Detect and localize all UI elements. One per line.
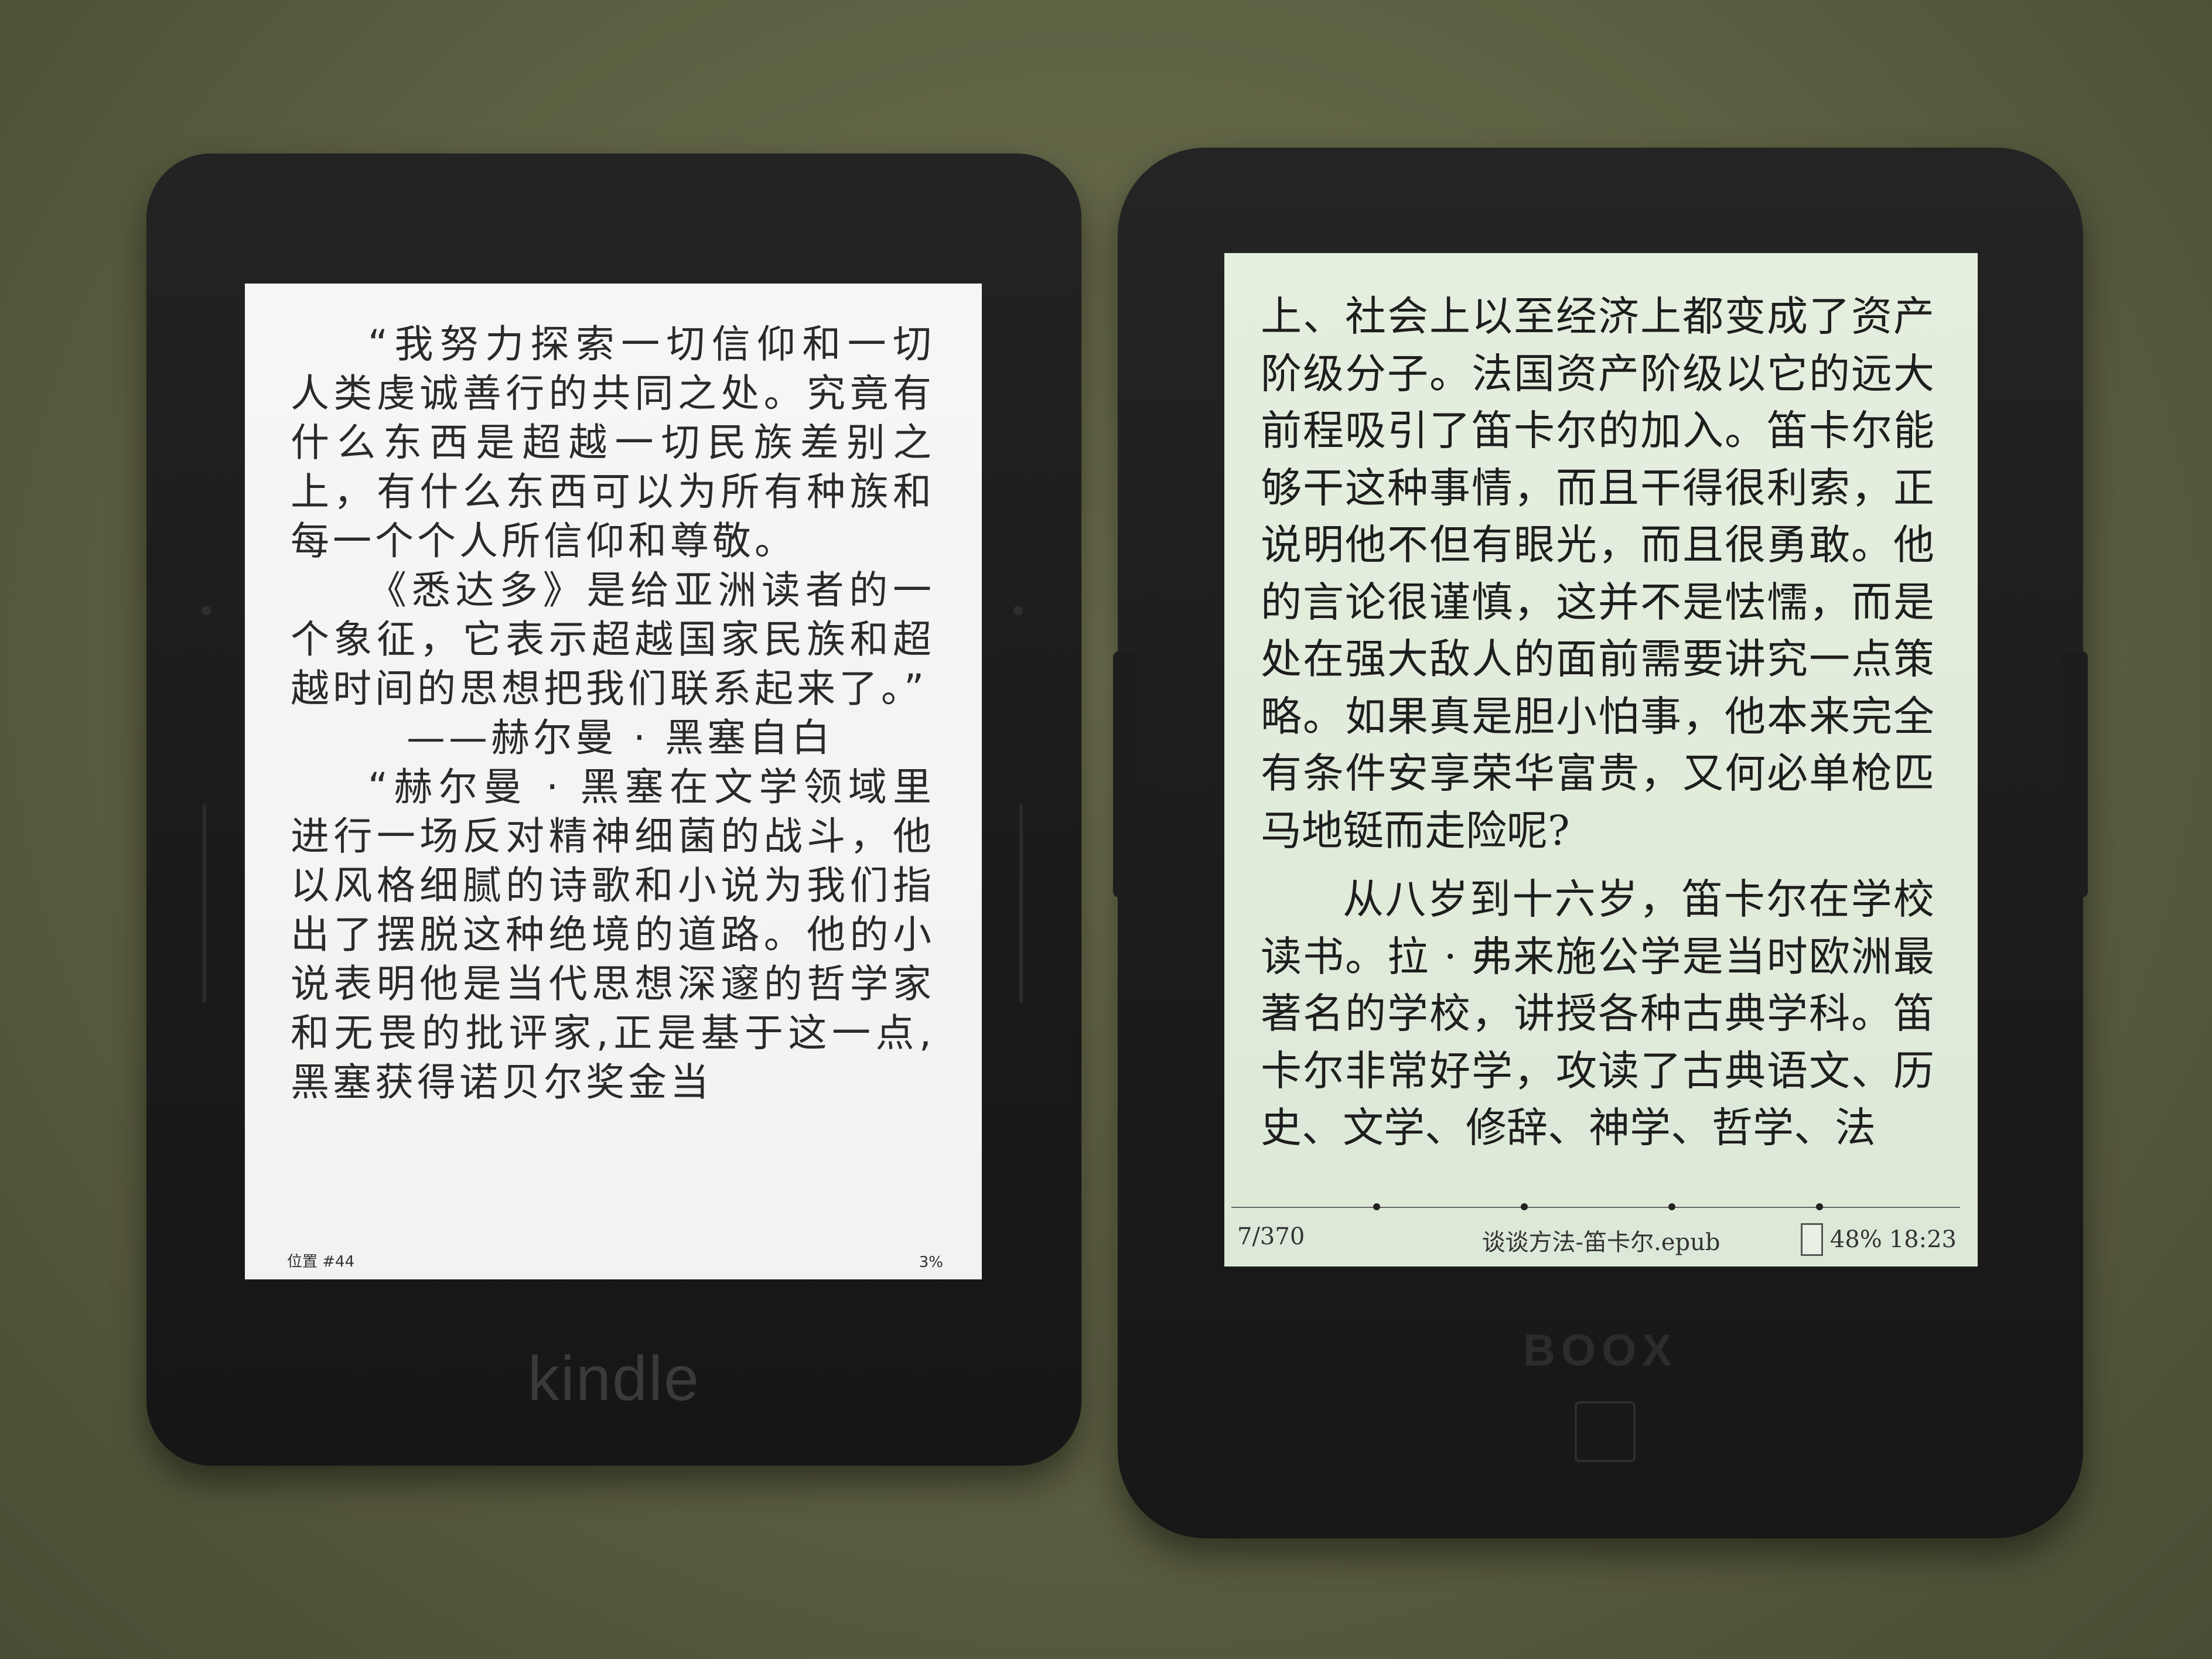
book-filename: 谈谈方法-笛卡尔.epub [1482,1229,1721,1256]
kindle-device: “我努力探索一切信仰和一切人类虔诚善行的共同之处。究竟有什么东西是超越一切民族差… [146,153,1081,1466]
kindle-signature: ——赫尔曼 · 黑塞自白 [407,715,834,760]
light-sensor-left [202,606,211,615]
location-label: 位置 #44 [287,1253,355,1271]
kindle-logo: kindle [527,1343,701,1414]
side-button-right[interactable] [2060,651,2088,897]
chapter-progress-line [1231,1203,1960,1210]
battery-percent: 48% [1829,1226,1882,1253]
page-turn-strip-left [203,804,206,1003]
progress-percent: 3% [919,1254,943,1271]
kindle-paragraph: 《悉达多》是给亚洲读者的一个象征，它表示超越国家民族和超越时间的思想把我们联系起… [291,568,935,711]
boox-screen[interactable]: 上、社会上以至经济上都变成了资产阶级分子。法国资产阶级以它的远大前程吸引了笛卡尔… [1224,253,1978,1267]
page-counter: 7/370 [1237,1223,1305,1250]
battery-and-clock: 48% 18:23 [1800,1223,1957,1256]
home-button[interactable] [1575,1401,1636,1462]
chapter-marker [1668,1203,1675,1210]
side-button-left[interactable] [1113,651,1141,897]
clock-time: 18:23 [1889,1226,1957,1253]
kindle-paragraph: “我努力探索一切信仰和一切人类虔诚善行的共同之处。究竟有什么东西是超越一切民族差… [291,322,935,564]
chapter-marker [1521,1203,1528,1210]
boox-paragraph: 上、社会上以至经济上都变成了资产阶级分子。法国资产阶级以它的远大前程吸引了笛卡尔… [1261,292,1934,855]
boox-status-bar: 7/370 谈谈方法-笛卡尔.epub 48% 18:23 [1224,1220,1978,1256]
boox-logo: BOOX [1523,1326,1678,1375]
boox-device: 上、社会上以至经济上都变成了资产阶级分子。法国资产阶级以它的远大前程吸引了笛卡尔… [1113,148,2088,1538]
page-turn-strip-right [1019,804,1023,1003]
kindle-screen[interactable]: “我努力探索一切信仰和一切人类虔诚善行的共同之处。究竟有什么东西是超越一切民族差… [245,284,982,1279]
kindle-paragraph: “赫尔曼 · 黑塞在文学领域里进行一场反对精神细菌的战斗，他以风格细腻的诗歌和小… [291,764,935,1105]
light-sensor-right [1013,606,1023,615]
kindle-status-bar: 位置 #44 3% [245,1248,982,1271]
battery-icon [1800,1223,1823,1256]
boox-paragraph: 从八岁到十六岁，笛卡尔在学校读书。拉 · 弗来施公学是当时欧洲最著名的学校，讲授… [1261,875,1934,1152]
kindle-page-text: “我努力探索一切信仰和一切人类虔诚善行的共同之处。究竟有什么东西是超越一切民族差… [291,320,935,1107]
boox-page-text: 上、社会上以至经济上都变成了资产阶级分子。法国资产阶级以它的远大前程吸引了笛卡尔… [1261,288,1934,1157]
chapter-marker [1816,1203,1823,1210]
chapter-marker [1373,1203,1380,1210]
